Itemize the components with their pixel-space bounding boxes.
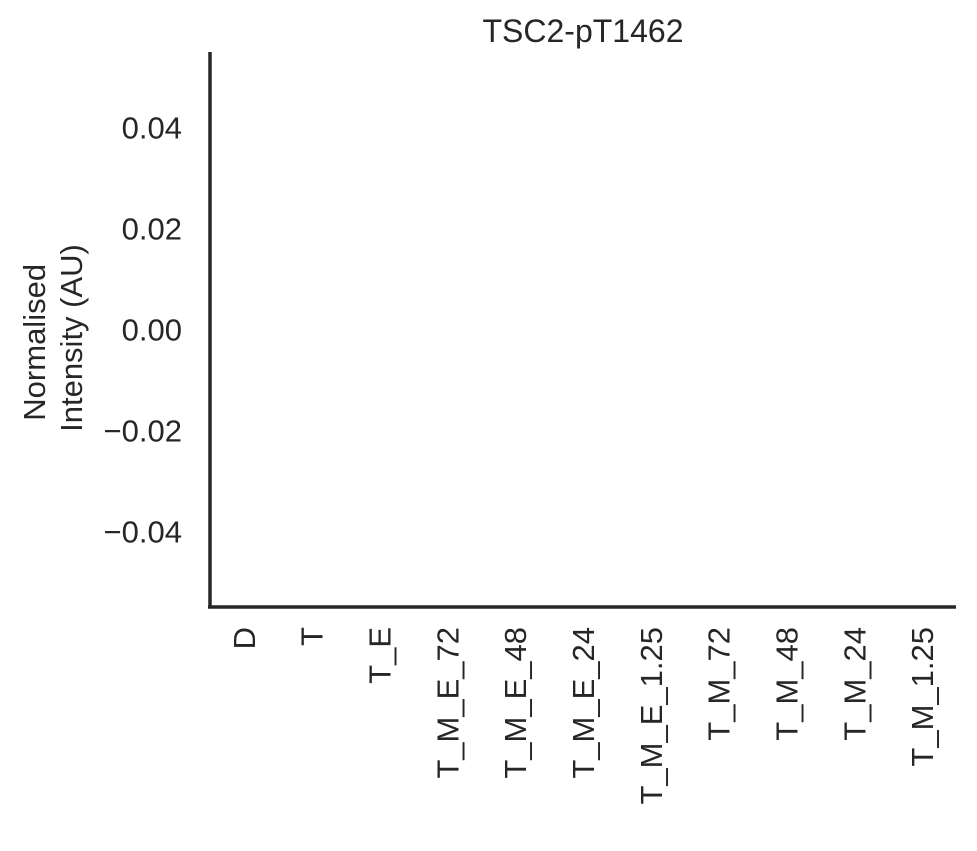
x-tick-label: T_M_E_24 bbox=[566, 627, 601, 779]
x-axis-ticks: D T T_E T_M_E_72 T_M_E_48 T_M_E_24 T_M_E_1.25 T… bbox=[227, 627, 940, 805]
x-tick-label: T_M_E_48 bbox=[498, 627, 533, 779]
y-axis-label-line-1: Normalised bbox=[17, 264, 52, 421]
y-tick-label: −0.04 bbox=[104, 514, 182, 549]
x-tick-label: T_M_48 bbox=[769, 627, 804, 741]
y-axis-label-line-2: Intensity (AU) bbox=[54, 244, 89, 432]
x-tick-label: T_M_E_1.25 bbox=[634, 627, 669, 805]
y-tick-label: 0.02 bbox=[122, 212, 182, 247]
x-tick-label: T bbox=[295, 627, 330, 646]
y-axis-ticks: 0.04 0.02 0.00 −0.02 −0.04 bbox=[104, 111, 182, 550]
x-tick-label: T_M_E_72 bbox=[430, 627, 465, 779]
chart-title: TSC2-pT1462 bbox=[483, 13, 684, 49]
x-tick-label: D bbox=[227, 627, 262, 649]
y-tick-label: 0.00 bbox=[122, 313, 182, 348]
x-tick-label: T_E bbox=[363, 627, 398, 684]
x-tick-label: T_M_24 bbox=[837, 627, 872, 741]
x-tick-label: T_M_72 bbox=[702, 627, 737, 741]
y-tick-label: 0.04 bbox=[122, 111, 182, 146]
y-axis-label: Normalised Intensity (AU) bbox=[17, 244, 89, 432]
y-tick-label: −0.02 bbox=[104, 413, 182, 448]
x-tick-label: T_M_1.25 bbox=[905, 627, 940, 767]
